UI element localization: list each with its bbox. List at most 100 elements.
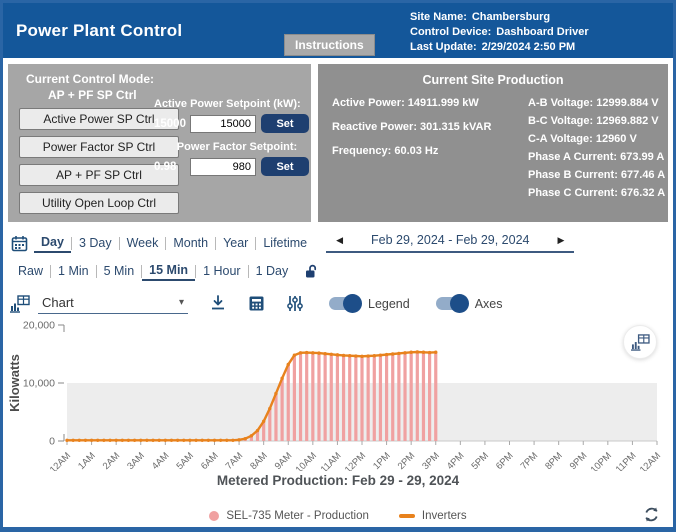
axes-toggle[interactable]: Axes xyxy=(435,294,503,313)
svg-text:0: 0 xyxy=(49,436,55,448)
svg-text:12AM: 12AM xyxy=(48,450,73,471)
active-power-setpoint-label: Active Power Setpoint (kW): xyxy=(154,98,301,110)
tab-raw[interactable]: Raw xyxy=(18,264,44,278)
control-mode-panel: Current Control Mode: AP + PF SP Ctrl Ac… xyxy=(8,64,311,222)
tab-1-min[interactable]: 1 Min xyxy=(58,264,89,278)
legend-toggle[interactable]: Legend xyxy=(329,294,410,313)
site-production-columns: Active Power: 14911.999 kW Reactive Powe… xyxy=(318,97,668,205)
tab-3-day[interactable]: 3 Day xyxy=(78,236,112,250)
svg-text:2AM: 2AM xyxy=(101,450,123,471)
site-production-col2: A-B Voltage: 12999.884 V B-C Voltage: 12… xyxy=(528,97,668,205)
tab-15-min[interactable]: 15 Min xyxy=(142,261,196,281)
svg-text:12AM: 12AM xyxy=(638,450,663,471)
legend-item-inverters[interactable]: Inverters xyxy=(398,510,467,522)
chart-table-view-icon[interactable] xyxy=(9,294,30,313)
tab-5-min[interactable]: 5 Min xyxy=(103,264,135,278)
date-range-nav: ◀ Feb 29, 2024 - Feb 29, 2024 ▶ xyxy=(326,233,575,253)
active-power-stat: Active Power: 14911.999 kW xyxy=(332,97,479,109)
svg-text:Kilowatts: Kilowatts xyxy=(7,354,22,412)
legend-item-meter[interactable]: SEL-735 Meter - Production xyxy=(209,510,369,522)
inverters-series-label: Inverters xyxy=(421,510,467,522)
date-range-value[interactable]: Feb 29, 2024 - Feb 29, 2024 xyxy=(371,233,530,247)
tab-week[interactable]: Week xyxy=(126,236,159,250)
svg-text:7AM: 7AM xyxy=(224,450,246,471)
power-factor-sp-ctrl-button[interactable]: Power Factor SP Ctrl xyxy=(19,136,179,158)
site-production-panel: Current Site Production Active Power: 14… xyxy=(318,64,668,222)
tab-separator xyxy=(141,264,143,278)
site-production-col1: Active Power: 14911.999 kW Reactive Powe… xyxy=(332,97,528,205)
ap-pf-sp-ctrl-button[interactable]: AP + PF SP Ctrl xyxy=(19,164,179,186)
chart-table-flyout-button[interactable] xyxy=(623,325,657,359)
site-name-row: Site Name: Chambersburg xyxy=(410,10,589,25)
svg-text:11AM: 11AM xyxy=(319,450,344,471)
tab-separator xyxy=(95,264,97,278)
active-power-set-button[interactable]: Set xyxy=(261,114,309,133)
chart-view-select[interactable]: Chart ▾ xyxy=(38,293,188,314)
tab-lifetime[interactable]: Lifetime xyxy=(263,236,308,250)
tab-separator xyxy=(50,264,52,278)
resolution-tabs-row: Raw 1 Min 5 Min 15 Min 1 Hour 1 Day xyxy=(11,261,673,281)
legend-toggle-label: Legend xyxy=(368,296,410,311)
active-power-sp-ctrl-button[interactable]: Active Power SP Ctrl xyxy=(19,108,179,130)
ca-voltage-stat: C-A Voltage: 12960 V xyxy=(528,133,637,145)
production-chart: 12AM 1AM 2AM 3AM 4AM 5AM 6AM 7AM 8AM 9AM 10AM 11AM 1… xyxy=(3,319,673,472)
instructions-button[interactable]: Instructions xyxy=(284,34,375,56)
chart-title: Metered Production: Feb 29 - 29, 2024 xyxy=(216,473,460,488)
tab-day[interactable]: Day xyxy=(34,233,71,253)
calculator-icon[interactable] xyxy=(248,295,265,312)
phase-a-current-stat: Phase A Current: 673.99 A xyxy=(528,151,665,163)
calendar-icon[interactable] xyxy=(11,235,28,252)
svg-text:5PM: 5PM xyxy=(469,450,491,471)
tab-separator xyxy=(165,236,167,250)
svg-text:3AM: 3AM xyxy=(125,450,147,471)
tab-1-day[interactable]: 1 Day xyxy=(255,264,289,278)
power-factor-setpoint-row: 0.98 Set xyxy=(154,157,320,176)
site-name-label: Site Name: xyxy=(410,11,467,23)
svg-text:10PM: 10PM xyxy=(589,450,614,471)
panels-row: Current Control Mode: AP + PF SP Ctrl Ac… xyxy=(3,58,673,224)
next-date-arrow-icon[interactable]: ▶ xyxy=(557,234,565,245)
tab-1-hour[interactable]: 1 Hour xyxy=(203,264,241,278)
svg-text:4AM: 4AM xyxy=(150,450,172,471)
power-factor-set-button[interactable]: Set xyxy=(261,157,309,176)
prev-date-arrow-icon[interactable]: ◀ xyxy=(336,234,344,245)
site-production-title: Current Site Production xyxy=(422,73,564,87)
current-control-mode-label: Current Control Mode: xyxy=(26,72,154,86)
filter-sliders-icon[interactable] xyxy=(287,295,303,312)
power-factor-setpoint-label: Power Factor Setpoint: xyxy=(176,141,298,153)
refresh-icon[interactable] xyxy=(643,506,660,526)
last-update-value: 2/29/2024 2:50 PM xyxy=(481,41,576,53)
reactive-power-stat: Reactive Power: 301.315 kVAR xyxy=(332,121,492,133)
setpoints-column: Active Power Setpoint (kW): 15000 Set Po… xyxy=(154,98,320,184)
tab-separator xyxy=(70,236,72,250)
bc-voltage-stat: B-C Voltage: 12969.882 V xyxy=(528,115,659,127)
utility-open-loop-ctrl-button[interactable]: Utility Open Loop Ctrl xyxy=(19,192,179,214)
page-title: Power Plant Control xyxy=(16,20,183,40)
power-factor-setpoint-input[interactable] xyxy=(190,157,256,176)
download-icon[interactable] xyxy=(210,295,226,312)
range-tabs-row: Day 3 Day Week Month Year Lifetime ◀ Feb… xyxy=(11,233,673,253)
svg-text:6PM: 6PM xyxy=(494,450,516,471)
svg-text:12PM: 12PM xyxy=(343,450,368,471)
inverters-series-swatch xyxy=(398,514,415,518)
current-control-mode-value: AP + PF SP Ctrl xyxy=(48,88,137,102)
active-power-setpoint-input[interactable] xyxy=(190,114,256,133)
last-update-label: Last Update: xyxy=(410,41,477,53)
header: Power Plant Control Instructions Site Na… xyxy=(3,3,673,58)
svg-text:9AM: 9AM xyxy=(273,450,295,471)
active-power-setpoint-row: 15000 Set xyxy=(154,114,320,133)
tab-month[interactable]: Month xyxy=(173,236,209,250)
site-name-value: Chambersburg xyxy=(471,11,551,23)
active-power-current-value: 15000 xyxy=(154,117,186,130)
tab-separator xyxy=(118,236,120,250)
legend-toggle-track xyxy=(329,294,362,313)
tab-year[interactable]: Year xyxy=(223,236,249,250)
unlock-icon[interactable] xyxy=(304,264,319,279)
svg-text:11PM: 11PM xyxy=(614,450,639,471)
mode-button-column: Active Power SP Ctrl Power Factor SP Ctr… xyxy=(19,108,179,220)
svg-text:1AM: 1AM xyxy=(76,450,98,471)
power-factor-current-value: 0.98 xyxy=(154,160,177,173)
chart-controls-row: Chart ▾ Legend Axes xyxy=(9,293,673,314)
tab-separator xyxy=(195,264,197,278)
